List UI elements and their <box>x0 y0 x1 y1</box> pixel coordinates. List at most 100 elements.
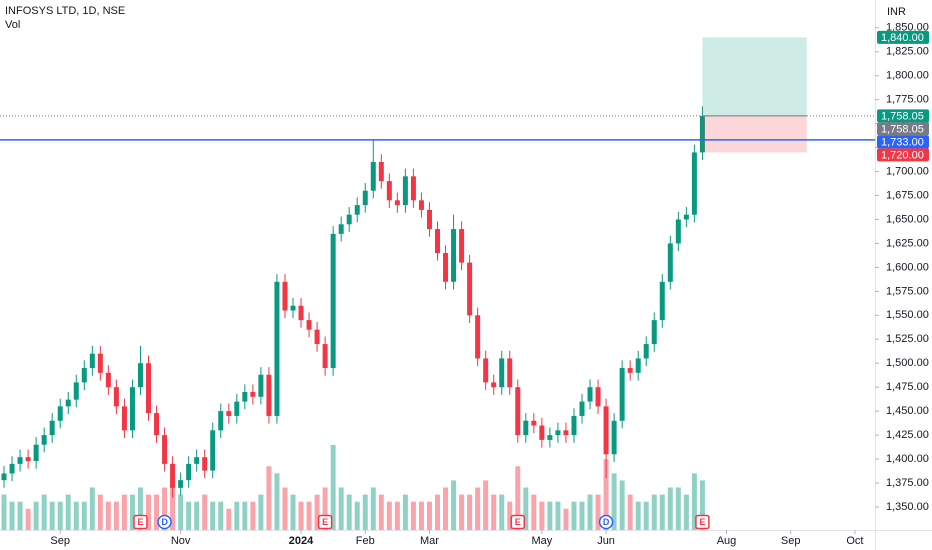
volume-bar <box>89 487 95 530</box>
x-tick-label: Feb <box>356 535 375 547</box>
volume-bar <box>443 487 449 530</box>
candle-body <box>451 229 457 282</box>
x-tick-label: Nov <box>171 535 191 547</box>
volume-bar <box>338 487 344 530</box>
x-tick-label: Oct <box>846 535 863 547</box>
y-tick-label: 1,525.00 <box>886 333 929 345</box>
candle-body <box>41 435 47 445</box>
candle-body <box>49 420 55 436</box>
volume-bar <box>137 487 143 530</box>
candle-body <box>137 363 143 388</box>
candle-body <box>370 161 376 191</box>
volume-bar <box>129 494 135 530</box>
event-label: D <box>603 517 610 527</box>
volume-bar <box>675 487 681 530</box>
event-marker <box>157 514 172 530</box>
candle-body <box>475 315 481 359</box>
volume-bar <box>322 487 328 530</box>
candle-body <box>362 190 368 206</box>
volume-bar <box>162 487 168 530</box>
candle-body <box>378 161 384 182</box>
volume-bar <box>683 494 689 530</box>
volume-bar <box>515 466 521 530</box>
volume-bar <box>250 501 256 530</box>
currency: INR <box>887 6 906 18</box>
volume-bar <box>394 501 400 530</box>
candle-body <box>426 209 432 230</box>
candle-body <box>338 224 344 234</box>
candle-body <box>651 320 657 345</box>
y-tick-label: 1,625.00 <box>886 237 929 249</box>
volume-bar <box>459 494 465 530</box>
volume-bar <box>523 487 529 530</box>
volume-bar <box>451 480 457 530</box>
candle-body <box>178 480 184 488</box>
candle-body <box>643 344 649 359</box>
x-tick-label: Mar <box>420 535 439 547</box>
volume-bar <box>113 501 119 530</box>
volume-bar <box>386 501 392 530</box>
candle-body <box>17 457 23 464</box>
candle-body <box>81 368 87 383</box>
candle-body <box>290 305 296 311</box>
chart-title: INFOSYS LTD, 1D, NSE <box>5 5 125 17</box>
candle-body <box>571 415 577 436</box>
event-marker <box>510 514 526 530</box>
volume-bar <box>234 501 240 530</box>
candle-body <box>491 382 497 388</box>
candle-body <box>619 368 625 421</box>
candle-body <box>210 430 216 471</box>
candle-body <box>595 387 601 407</box>
y-tick-label: 1,800.00 <box>886 70 929 82</box>
candle-body <box>218 411 224 431</box>
volume-bar <box>547 501 553 530</box>
y-tick-label: 1,700.00 <box>886 165 929 177</box>
volume-bar <box>555 501 561 530</box>
candle-body <box>266 374 272 416</box>
volume-bar <box>282 487 288 530</box>
volume-bar <box>258 494 264 530</box>
y-tick-label: 1,600.00 <box>886 261 929 273</box>
volume-bar <box>619 480 625 530</box>
y-tick-label: 1,775.00 <box>886 94 929 106</box>
price-badge <box>877 122 929 136</box>
volume-bar <box>467 494 473 530</box>
candle-body <box>691 152 697 215</box>
volume-bar <box>65 494 71 530</box>
y-tick-label: 1,675.00 <box>886 189 929 201</box>
event-label: E <box>322 517 328 527</box>
x-tick-label: Aug <box>717 535 737 547</box>
candle-body <box>675 219 681 244</box>
volume-bar <box>170 480 176 530</box>
volume-bar <box>579 501 585 530</box>
candle-body <box>330 233 336 369</box>
y-tick-label: 1,350.00 <box>886 501 929 513</box>
candle-body <box>579 401 585 416</box>
volume-bar <box>1 494 7 530</box>
candle-body <box>587 387 593 402</box>
candle-body <box>282 281 288 311</box>
candle-body <box>539 425 545 440</box>
volume-bar <box>435 494 440 530</box>
candle-body <box>202 457 208 471</box>
candle-body <box>65 399 71 407</box>
volume-bar <box>410 501 416 530</box>
candle-body <box>129 387 135 431</box>
volume-bar <box>266 466 272 530</box>
price-badge <box>877 135 929 149</box>
y-tick-label: 1,575.00 <box>886 285 929 297</box>
candle-body <box>1 473 7 481</box>
volume-bar <box>418 501 424 530</box>
volume-bar <box>33 501 39 530</box>
volume-bar <box>659 494 665 530</box>
x-tick-label: 2024 <box>289 535 314 547</box>
event-marker <box>133 514 148 530</box>
candle-body <box>418 200 424 210</box>
price-badge-label: 1,720.00 <box>881 149 924 161</box>
volume-bar <box>346 494 352 530</box>
candle-body <box>515 387 521 436</box>
candle-body <box>667 243 673 282</box>
candle-body <box>89 353 95 369</box>
